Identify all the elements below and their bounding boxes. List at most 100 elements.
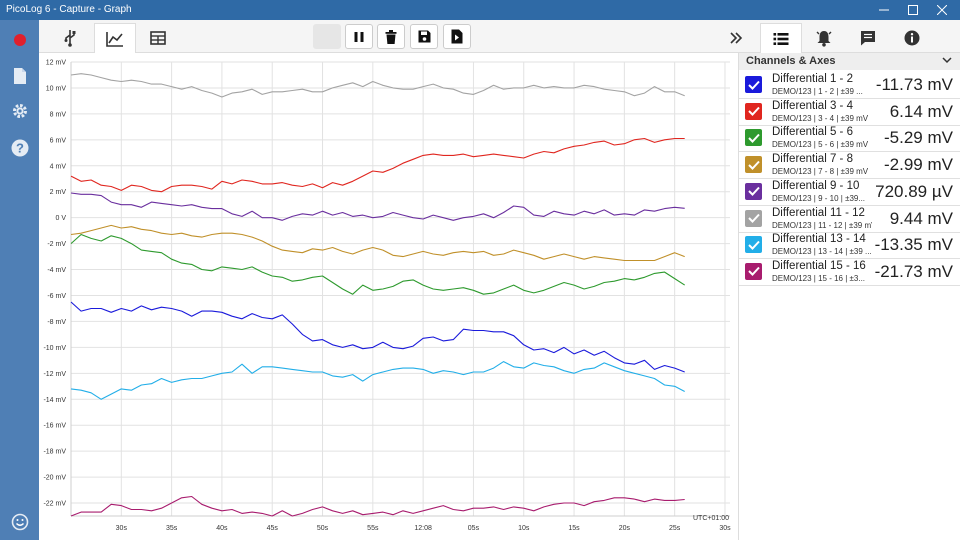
maximize-icon bbox=[908, 5, 918, 15]
channel-checkbox[interactable] bbox=[745, 236, 762, 254]
tab-channels[interactable] bbox=[760, 23, 802, 53]
channel-row[interactable]: Differential 11 - 12 DEMO/123 | 11 - 12 |… bbox=[739, 206, 960, 233]
channel-row[interactable]: Differential 7 - 8 DEMO/123 | 7 - 8 | ±39… bbox=[739, 152, 960, 180]
series-line-1 bbox=[70, 301, 685, 373]
tab-table[interactable] bbox=[137, 23, 179, 53]
tab-graph[interactable] bbox=[94, 23, 136, 53]
channel-checkbox[interactable] bbox=[745, 129, 762, 147]
channel-description: DEMO/123 | 9 - 10 | ±39... bbox=[772, 193, 866, 203]
file-icon bbox=[13, 67, 26, 84]
minimize-icon bbox=[879, 9, 889, 11]
y-tick-label: 12 mV bbox=[46, 60, 67, 67]
record-button[interactable] bbox=[9, 29, 30, 50]
channel-description: DEMO/123 | 11 - 12 | ±39 mV bbox=[772, 220, 872, 230]
channel-checkbox[interactable] bbox=[745, 262, 762, 280]
channel-checkbox[interactable] bbox=[745, 209, 762, 227]
channels-panel-header[interactable]: Channels & Axes bbox=[739, 53, 960, 70]
channel-row[interactable]: Differential 13 - 14 DEMO/123 | 13 - 14 |… bbox=[739, 232, 960, 260]
tab-devices[interactable] bbox=[49, 23, 91, 53]
usb-icon bbox=[64, 30, 76, 47]
y-tick-label: -14 mV bbox=[43, 397, 66, 404]
line-chart[interactable]: 12 mV 10 mV 8 mV 6 mV 4 mV 2 mV 0 V -2 mV -4 mV -… bbox=[39, 53, 735, 540]
panel-title: Channels & Axes bbox=[746, 55, 836, 67]
maximize-button[interactable] bbox=[899, 0, 927, 20]
x-tick-label: 40s bbox=[216, 525, 228, 532]
channel-value: -2.99 mV bbox=[884, 155, 953, 175]
y-axis: 12 mV 10 mV 8 mV 6 mV 4 mV 2 mV 0 V -2 mV -4 mV -… bbox=[43, 60, 66, 508]
channel-value: -13.35 mV bbox=[874, 235, 953, 255]
channel-name: Differential 13 - 14 bbox=[772, 233, 866, 246]
file-button[interactable] bbox=[9, 65, 30, 86]
channel-row[interactable]: Differential 3 - 4 DEMO/123 | 3 - 4 | ±39… bbox=[739, 99, 960, 126]
help-icon: ? bbox=[11, 139, 28, 156]
y-tick-label: -4 mV bbox=[47, 267, 66, 274]
trash-icon bbox=[385, 29, 397, 44]
checkmark-icon bbox=[747, 80, 760, 90]
x-tick-label: 05s bbox=[468, 525, 480, 532]
x-tick-label: 10s bbox=[518, 525, 530, 532]
channel-row[interactable]: Differential 1 - 2 DEMO/123 | 1 - 2 | ±39… bbox=[739, 72, 960, 99]
chevron-down-icon[interactable] bbox=[941, 54, 953, 66]
tab-notes[interactable] bbox=[847, 23, 889, 53]
channel-row[interactable]: Differential 5 - 6 DEMO/123 | 5 - 6 | ±39… bbox=[739, 125, 960, 153]
info-icon bbox=[904, 30, 920, 46]
chart-grid bbox=[70, 61, 730, 517]
checkmark-icon bbox=[747, 107, 760, 117]
pause-button[interactable] bbox=[345, 24, 373, 49]
channel-checkbox[interactable] bbox=[745, 182, 762, 200]
comment-icon bbox=[861, 31, 875, 46]
y-tick-label: -6 mV bbox=[47, 293, 66, 300]
y-tick-label: 0 V bbox=[55, 215, 66, 222]
export-button[interactable] bbox=[443, 24, 471, 49]
help-button[interactable]: ? bbox=[9, 137, 30, 158]
x-tick-label: 50s bbox=[317, 525, 329, 532]
checkmark-icon bbox=[747, 240, 760, 250]
channel-row[interactable]: Differential 15 - 16 DEMO/123 | 15 - 16 |… bbox=[739, 259, 960, 286]
channel-value: 9.44 mV bbox=[889, 208, 953, 228]
x-tick-label: 20s bbox=[619, 525, 631, 532]
channel-checkbox[interactable] bbox=[745, 76, 762, 93]
minimize-button[interactable] bbox=[870, 0, 898, 20]
close-button[interactable] bbox=[928, 0, 956, 20]
tab-info[interactable] bbox=[891, 23, 933, 53]
series-line-7 bbox=[70, 361, 685, 400]
channel-name: Differential 7 - 8 bbox=[772, 153, 853, 166]
channel-name: Differential 5 - 6 bbox=[772, 126, 853, 139]
y-tick-label: 2 mV bbox=[50, 189, 67, 196]
smiley-icon bbox=[11, 513, 28, 530]
delete-button[interactable] bbox=[377, 24, 405, 49]
x-tick-label: 15s bbox=[568, 525, 580, 532]
y-tick-label: -16 mV bbox=[43, 423, 66, 430]
chart-series bbox=[70, 73, 685, 517]
series-line-3 bbox=[70, 233, 685, 295]
x-tick-label: 25s bbox=[669, 525, 681, 532]
blank-toolbar-button[interactable] bbox=[313, 24, 341, 49]
channel-name: Differential 9 - 10 bbox=[772, 179, 860, 192]
tab-alarms[interactable] bbox=[803, 23, 845, 53]
double-chevron-right-icon bbox=[730, 32, 743, 44]
save-button[interactable] bbox=[410, 24, 438, 49]
settings-button[interactable] bbox=[9, 100, 30, 121]
channel-description: DEMO/123 | 1 - 2 | ±39 ... bbox=[772, 87, 863, 96]
x-tick-label: 30s bbox=[719, 525, 731, 532]
series-line-4 bbox=[70, 224, 685, 262]
collapse-panel-button[interactable] bbox=[715, 23, 757, 53]
channel-value: -11.73 mV bbox=[875, 75, 953, 94]
timezone-label: UTC+01:00 bbox=[693, 515, 729, 522]
y-tick-label: 8 mV bbox=[50, 111, 67, 118]
channel-checkbox[interactable] bbox=[745, 102, 762, 120]
channel-description: DEMO/123 | 7 - 8 | ±39 mV bbox=[772, 167, 869, 177]
graph-area[interactable]: 12 mV 10 mV 8 mV 6 mV 4 mV 2 mV 0 V -2 mV -4 mV -… bbox=[39, 53, 735, 540]
channel-checkbox[interactable] bbox=[745, 156, 762, 174]
feedback-button[interactable] bbox=[9, 511, 30, 532]
list-icon bbox=[773, 32, 789, 45]
channel-name: Differential 15 - 16 bbox=[772, 259, 866, 272]
save-icon bbox=[418, 30, 430, 43]
svg-text:?: ? bbox=[16, 140, 24, 155]
channel-row[interactable]: Differential 9 - 10 DEMO/123 | 9 - 10 | ±… bbox=[739, 179, 960, 206]
channel-value: 6.14 mV bbox=[889, 101, 953, 121]
title-bar: PicoLog 6 - Capture - Graph bbox=[0, 0, 960, 20]
x-tick-label: 12:08 bbox=[414, 525, 432, 532]
checkmark-icon bbox=[747, 267, 760, 277]
y-tick-label: 4 mV bbox=[50, 163, 67, 170]
